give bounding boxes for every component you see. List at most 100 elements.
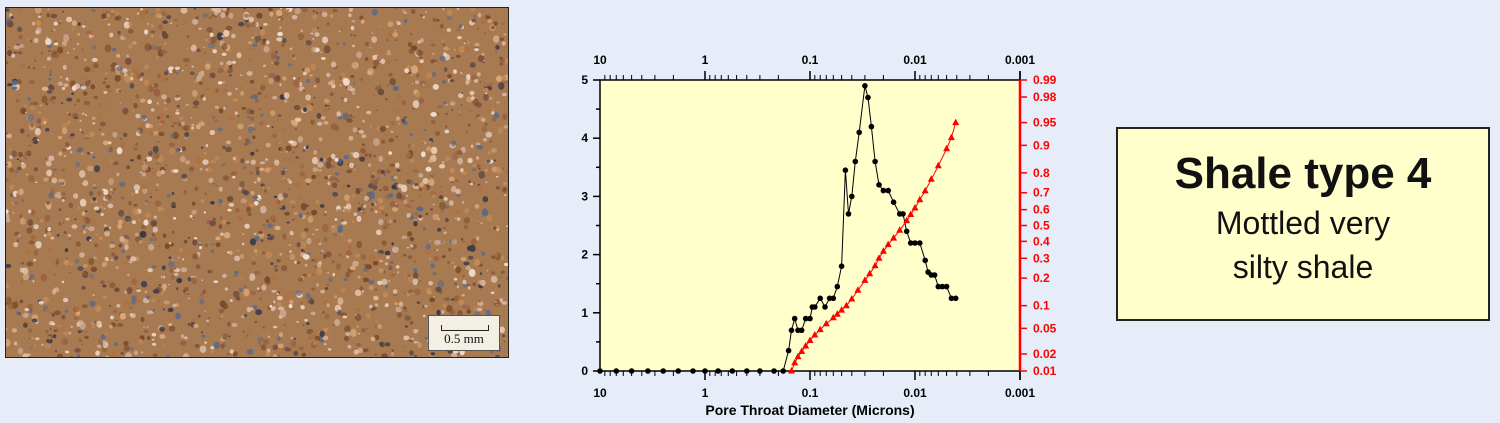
data-point [943,283,950,290]
data-point [861,276,869,283]
data-point [872,158,878,165]
y2-tick-label: 0.95 [1033,116,1057,130]
y2-tick-label: 0.02 [1033,347,1057,361]
micrograph-texture [6,8,508,357]
data-point [816,325,824,333]
data-point [791,315,798,322]
data-point [788,367,795,374]
data-point [948,295,955,302]
scale-bar-label: 0.5 mm [444,331,484,346]
plot-area [599,79,1021,372]
data-point [822,319,830,327]
y2-tick-label: 0.05 [1033,321,1057,335]
x-tick-label-bottom: 0.01 [903,386,927,400]
y2-tick-label: 0.8 [1033,166,1050,180]
y-axis-left: 0 1 2 3 4 5 [581,73,600,378]
data-point [916,195,924,203]
data-point [845,211,852,217]
data-point [794,352,802,360]
data-point [868,123,875,130]
shale-description-line1: Mottled very [1215,205,1391,241]
shale-type-title: Shale type 4 [1174,149,1432,198]
data-point [757,368,763,374]
data-point [798,327,805,334]
data-point [875,254,883,261]
data-point [838,306,846,313]
x-tick-label-top: 10 [593,53,607,67]
data-point [597,368,603,374]
data-point [613,368,620,374]
y-axis-right: 0.01 0.02 0.05 0.1 0.2 0.3 0.40.5 0.6 0.7 0.8 0.9 0… [1018,73,1057,378]
x-tick-label-top: 1 [702,53,709,67]
x-tick-label-bottom: 10 [593,386,607,400]
data-point [829,313,837,321]
data-point [802,315,809,322]
data-point [862,83,868,89]
data-point [903,216,911,224]
y2-tick-label: 0.2 [1033,271,1050,285]
x-tick-label-top: 0.001 [1005,53,1035,67]
data-point [702,368,708,374]
data-point [911,204,919,211]
data-point [952,118,960,126]
data-point [884,240,892,248]
y-tick-label: 4 [581,131,588,145]
thin-section-micrograph: 0.5 mm [5,7,509,358]
data-point [806,336,814,343]
data-point [927,175,935,182]
data-point [780,368,786,374]
data-point [854,286,862,293]
data-point [812,304,818,310]
data-point [785,347,792,354]
data-point [798,347,806,354]
data-point [880,187,887,194]
data-point [811,331,819,338]
data-point [788,327,795,334]
data-point [896,226,904,233]
data-point [917,240,923,246]
data-point [866,269,874,277]
x-tick-label-bottom: 1 [702,386,709,400]
data-point [715,368,721,374]
data-point [890,199,897,205]
data-point [876,182,882,188]
x-axis-label: Pore Throat Diameter (Microns) [705,402,914,418]
data-point [852,158,859,165]
scale-bar-line [441,325,489,331]
y-tick-label: 1 [581,306,588,320]
data-point [842,167,849,173]
data-point [729,368,736,374]
x-tick-label-top: 0.01 [903,53,927,67]
data-point [645,368,651,374]
data-point [771,368,777,374]
data-point [903,228,910,235]
scale-bar: 0.5 mm [428,315,500,351]
x-tick-label-bottom: 0.001 [1005,386,1035,400]
data-point [921,186,929,194]
x-tick-label-top: 0.1 [802,53,819,67]
data-point [952,295,959,302]
data-point [817,295,823,302]
data-point [947,133,955,141]
data-point [848,295,856,302]
y-tick-label: 0 [581,364,588,378]
data-point [830,295,837,302]
data-point [660,368,666,374]
data-point [934,161,942,169]
data-point [842,301,850,309]
series-cumulative [788,118,960,374]
data-point [791,358,799,366]
y-tick-label: 5 [581,73,588,87]
y2-tick-label: 0.9 [1033,138,1050,152]
y2-tick-label: 0.4 [1033,234,1050,248]
data-point [856,129,862,136]
y2-tick-label: 0.98 [1033,90,1057,104]
data-point [744,368,750,374]
y2-tick-label: 0.6 [1033,203,1050,217]
data-point [802,342,810,349]
data-point [675,368,681,374]
y2-tick-label: 0.3 [1033,251,1050,265]
x-axis: 10 10 1 1 0.1 0.1 0.01 0.01 0.001 0.001 Pore Throa… [593,53,1035,418]
data-point [922,257,928,264]
